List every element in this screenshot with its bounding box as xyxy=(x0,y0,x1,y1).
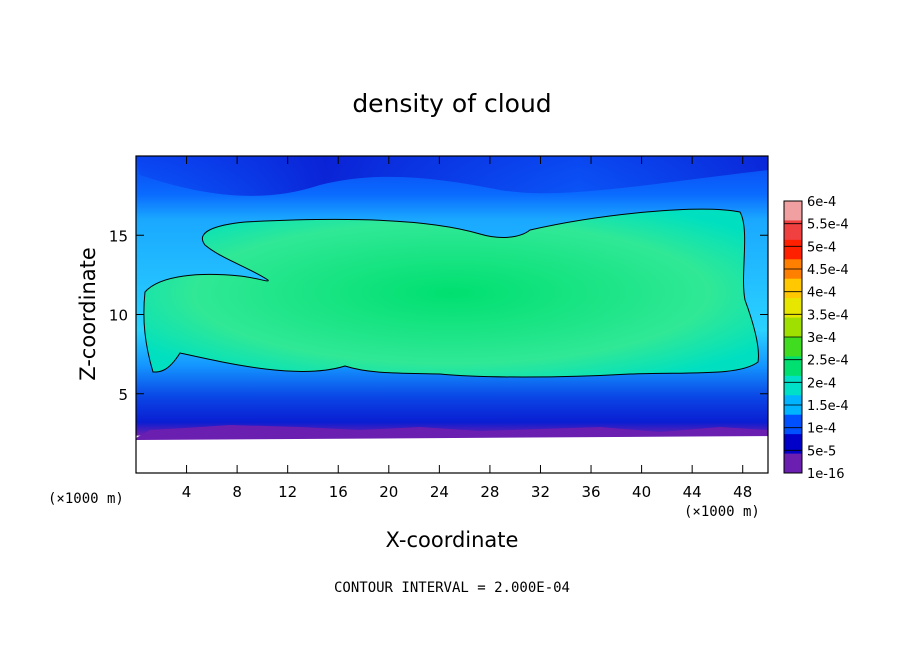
x-unit-label-left: (×1000 m) xyxy=(48,491,124,507)
y-tick-label: 15 xyxy=(109,227,128,245)
y-tick-label: 5 xyxy=(118,386,128,404)
colorbar-label: 4e-4 xyxy=(807,286,836,301)
colorbar-swatch xyxy=(784,298,802,319)
colorbar-label: 2e-4 xyxy=(807,376,836,391)
colorbar-label: 4.5e-4 xyxy=(807,263,849,278)
colorbar-swatch xyxy=(784,375,802,396)
cloud-core-fill xyxy=(143,209,759,377)
colorbar-swatch xyxy=(784,434,802,455)
colorbar-label: 1e-16 xyxy=(807,467,845,482)
contour-interval-note: CONTOUR INTERVAL = 2.000E-04 xyxy=(334,580,570,596)
colorbar-label: 5e-4 xyxy=(807,240,836,255)
colorbar-swatch xyxy=(784,453,802,474)
chart-title: density of cloud xyxy=(352,89,551,118)
colorbar-swatch xyxy=(784,356,802,377)
x-tick-label: 4 xyxy=(182,483,192,501)
colorbar-label: 3e-4 xyxy=(807,331,836,346)
colorbar-swatch xyxy=(784,278,802,299)
x-axis-label: X-coordinate xyxy=(386,528,519,552)
x-tick-label: 36 xyxy=(581,483,600,501)
colorbar-swatch xyxy=(784,220,802,241)
colorbar-swatch xyxy=(784,337,802,357)
colorbar-label: 2.5e-4 xyxy=(807,354,849,369)
colorbar: 6e-4 5.5e-4 5e-4 4.5e-4 4e-4 3.5e-4 3e-4 2.5e-4… xyxy=(783,195,849,482)
core-contour-line xyxy=(143,208,759,378)
y-axis-label: Z-coordinate xyxy=(76,247,100,381)
plot-area xyxy=(136,156,768,473)
colorbar-label: 5.5e-4 xyxy=(807,218,849,233)
upper-dark-band xyxy=(136,156,768,196)
x-tick-label: 16 xyxy=(329,483,348,501)
colorbar-label: 5e-5 xyxy=(807,444,836,459)
colorbar-label: 1.5e-4 xyxy=(807,399,849,414)
x-tick-label: 28 xyxy=(480,483,499,501)
x-tick-label: 48 xyxy=(733,483,752,501)
x-ticks: 4 8 12 16 20 24 28 32 36 40 44 48 xyxy=(182,156,752,501)
x-tick-label: 40 xyxy=(632,483,651,501)
colorbar-swatch xyxy=(784,317,802,338)
x-tick-label: 8 xyxy=(232,483,242,501)
colorbar-swatch xyxy=(784,239,802,260)
colorbar-label: 1e-4 xyxy=(807,422,836,437)
colorbar-swatch xyxy=(784,414,802,435)
colorbar-swatch xyxy=(784,201,802,221)
x-tick-label: 20 xyxy=(379,483,398,501)
x-tick-label: 32 xyxy=(531,483,550,501)
x-tick-label: 44 xyxy=(683,483,702,501)
y-ticks: 5 10 15 xyxy=(109,227,768,404)
y-tick-label: 10 xyxy=(109,307,128,325)
colorbar-label: 6e-4 xyxy=(807,195,836,210)
colorbar-label: 3.5e-4 xyxy=(807,308,849,323)
x-unit-label-right: (×1000 m) xyxy=(684,504,760,520)
cloud-base-edge xyxy=(136,425,768,440)
x-tick-label: 24 xyxy=(430,483,449,501)
x-tick-label: 12 xyxy=(278,483,297,501)
